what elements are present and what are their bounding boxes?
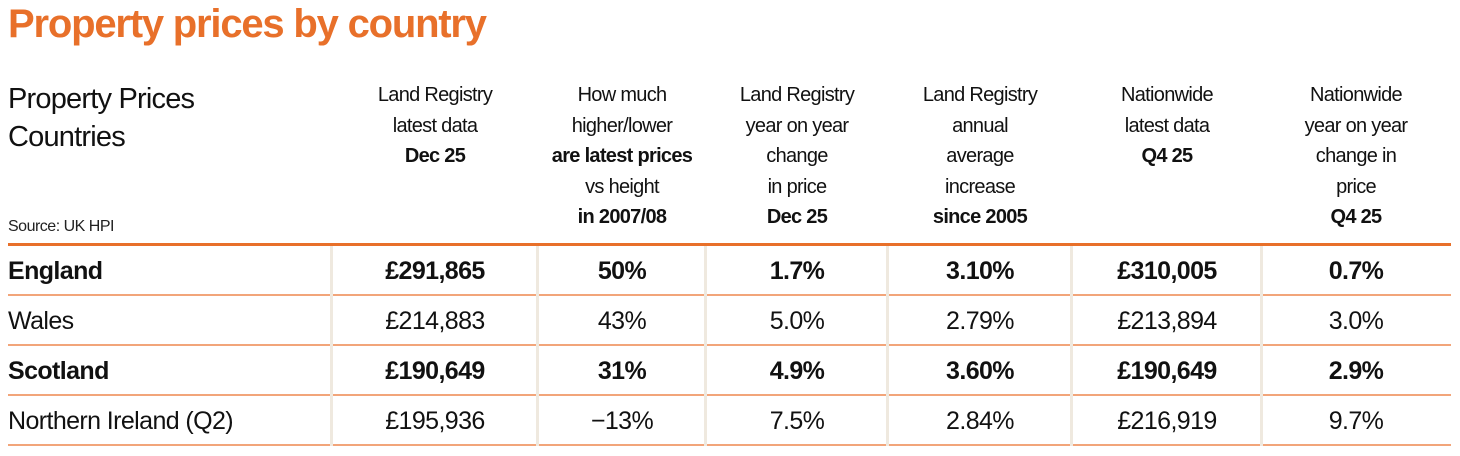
column-divider bbox=[1260, 246, 1263, 446]
row-header-line-1: Property Prices bbox=[8, 83, 195, 115]
column-header-line: change bbox=[766, 145, 828, 167]
column-header: Land Registry year on year change in price D… bbox=[706, 80, 888, 233]
table-cell: 50% bbox=[597, 257, 647, 285]
table-cell: £214,883 bbox=[385, 307, 485, 335]
table-row: Scotland £190,649 31% 4.9% 3.60% £190,649 2.9% bbox=[8, 346, 1451, 396]
table-cell: 1.7% bbox=[769, 257, 825, 285]
table-cell: 3.10% bbox=[946, 257, 1014, 285]
country-name: England bbox=[8, 257, 103, 285]
table-cell: £213,894 bbox=[1117, 307, 1217, 335]
header-rule bbox=[8, 243, 1451, 246]
column-header-line: in 2007/08 bbox=[577, 206, 667, 228]
column-header-line: latest data bbox=[1124, 114, 1210, 137]
column-divider bbox=[1070, 246, 1073, 446]
column-header-line: change in bbox=[1315, 145, 1397, 167]
source-note: Source: UK HPI bbox=[8, 218, 114, 235]
table-cell: £216,919 bbox=[1117, 407, 1217, 435]
table-cell: 3.60% bbox=[946, 357, 1014, 385]
column-header-line: Q4 25 bbox=[1141, 145, 1194, 167]
table-cell: £195,936 bbox=[385, 407, 485, 435]
table-row: Northern Ireland (Q2) £195,936 −13% 7.5% 2.8… bbox=[8, 396, 1451, 446]
table-cell: £190,649 bbox=[385, 357, 485, 385]
column-header-line: year on year bbox=[1304, 114, 1408, 137]
column-header-line: Land Registry bbox=[922, 84, 1038, 106]
column-header-line: Land Registry bbox=[377, 84, 493, 106]
column-header-line: year on year bbox=[745, 114, 849, 137]
column-divider bbox=[330, 246, 333, 446]
column-header-line: vs height bbox=[585, 175, 659, 198]
column-header-line: higher/lower bbox=[571, 114, 673, 137]
column-header-line: Nationwide bbox=[1121, 84, 1214, 106]
column-divider bbox=[536, 246, 539, 446]
table-row: England £291,865 50% 1.7% 3.10% £310,005 0.7% bbox=[8, 246, 1451, 296]
row-header-line-2: Countries bbox=[8, 121, 126, 153]
column-header-line: Land Registry bbox=[739, 84, 855, 106]
table-cell: £190,649 bbox=[1117, 357, 1217, 385]
table-cell: 31% bbox=[597, 357, 647, 385]
column-header: Land Registry latest data Dec 25 bbox=[332, 80, 538, 172]
column-header-line: Nationwide bbox=[1310, 84, 1403, 106]
table-cell: 0.7% bbox=[1328, 257, 1384, 285]
table-cell: 9.7% bbox=[1328, 407, 1384, 435]
table-row: Wales £214,883 43% 5.0% 2.79% £213,894 3.0% bbox=[8, 296, 1451, 346]
column-header-line: average bbox=[946, 145, 1014, 167]
column-header: Land Registry annual average increase since … bbox=[888, 80, 1072, 233]
table-cell: £310,005 bbox=[1117, 257, 1217, 285]
table-cell: 5.0% bbox=[769, 307, 825, 335]
table-cell: 2.84% bbox=[946, 407, 1014, 435]
table-cell: −13% bbox=[590, 407, 654, 435]
country-name: Scotland bbox=[8, 357, 109, 385]
column-header-line: Q4 25 bbox=[1330, 206, 1383, 228]
table-cell: 4.9% bbox=[769, 357, 825, 385]
column-header-line: annual bbox=[952, 114, 1009, 137]
column-header-line: latest data bbox=[392, 114, 478, 137]
page-title: Property prices by country bbox=[8, 2, 487, 46]
country-name: Northern Ireland (Q2) bbox=[8, 407, 234, 435]
column-header-line: How much bbox=[577, 84, 668, 106]
table-cell: 3.0% bbox=[1328, 307, 1384, 335]
table-row-header: Property Prices Countries bbox=[8, 80, 195, 156]
column-divider bbox=[704, 246, 707, 446]
table-cell: £291,865 bbox=[385, 257, 485, 285]
column-header: Nationwide year on year change in price Q4 2… bbox=[1262, 80, 1450, 233]
column-divider bbox=[886, 246, 889, 446]
column-header: Nationwide latest data Q4 25 bbox=[1072, 80, 1262, 172]
column-header-line: in price bbox=[767, 175, 828, 198]
column-header-line: since 2005 bbox=[932, 206, 1028, 228]
country-name: Wales bbox=[8, 307, 74, 335]
table-cell: 2.79% bbox=[946, 307, 1014, 335]
column-header-line: increase bbox=[945, 175, 1016, 198]
table-cell: 43% bbox=[597, 307, 647, 335]
column-header-line: are latest prices bbox=[551, 145, 693, 167]
column-header-line: Dec 25 bbox=[404, 145, 466, 167]
column-header: How much higher/lower are latest prices vs … bbox=[538, 80, 706, 233]
table-cell: 2.9% bbox=[1328, 357, 1384, 385]
table-cell: 7.5% bbox=[769, 407, 825, 435]
column-header-line: price bbox=[1336, 175, 1377, 198]
column-header-line: Dec 25 bbox=[766, 206, 828, 228]
